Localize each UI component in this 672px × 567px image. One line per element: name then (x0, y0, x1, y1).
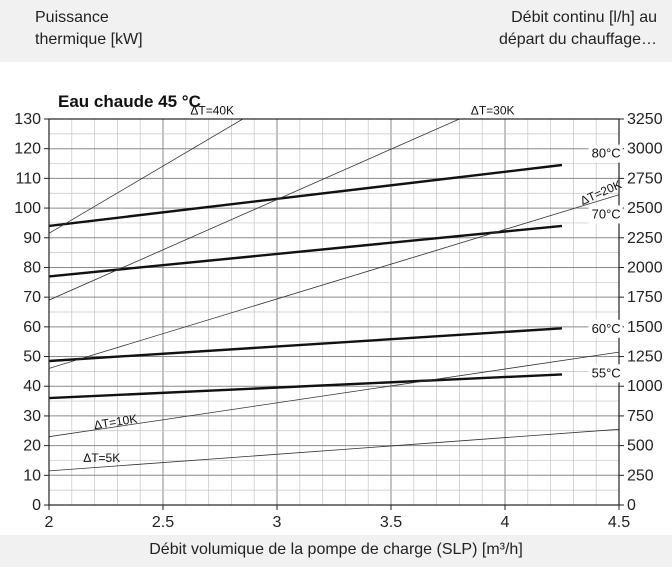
line-label-t-30k: ΔT=30K (471, 104, 515, 118)
series-line-80-c (49, 163, 563, 228)
line-label-bg-60-c (588, 319, 623, 338)
line-label-bg-55-c (588, 364, 623, 383)
chart-title: Eau chaude 45 °C (58, 92, 201, 111)
series-line-70-c (49, 224, 563, 278)
y-tick-label: 40 (23, 378, 41, 395)
series-line-60-c (49, 327, 563, 363)
y-tick-label: 20 (23, 438, 41, 455)
y-tick-label: 50 (23, 349, 41, 366)
line-label-t-10k: ΔT=10K (93, 412, 138, 433)
y-axis-title-right: Débit continu [l/h] au départ du chauffa… (499, 7, 657, 51)
y2-tick-label: 1500 (627, 319, 663, 336)
line-label-55-c: 55°C (592, 365, 621, 380)
y2-tick-label: 1750 (627, 289, 663, 306)
y2-tick-label: 1250 (627, 349, 663, 366)
y2-tick-label: 3250 (627, 111, 663, 128)
x-tick-label: 4 (501, 514, 510, 531)
line-label-bg-70-c (588, 205, 623, 224)
y-tick-label: 80 (23, 259, 41, 276)
y2-tick-label: 250 (627, 467, 654, 484)
y-tick-label: 30 (23, 408, 41, 425)
y-tick-label: 60 (23, 319, 41, 336)
y-axis-title-left-line2: thermique [kW] (35, 31, 143, 48)
y-tick-label: 100 (14, 200, 41, 217)
x-tick-label: 4.5 (608, 514, 630, 531)
series-line-t-40k (49, 119, 244, 234)
y-tick-label: 70 (23, 289, 41, 306)
series-line-t-30k (49, 119, 460, 301)
y-axis-title-right-line1: Débit continu [l/h] au (511, 9, 657, 26)
line-label-70-c: 70°C (592, 206, 621, 221)
y2-tick-label: 0 (627, 497, 636, 514)
y2-tick-label: 2000 (627, 259, 663, 276)
x-axis-title: Débit volumique de la pompe de charge (S… (149, 541, 523, 558)
y2-tick-label: 2250 (627, 230, 663, 247)
series-line-55-c (49, 373, 563, 400)
plot-frame (48, 118, 620, 506)
line-label-t-40k: ΔT=40K (190, 104, 234, 118)
x-tick-label: 3.5 (380, 514, 402, 531)
y-axis-title-left-line1: Puissance (35, 9, 109, 26)
line-label-t-5k: ΔT=5K (83, 451, 120, 465)
y-tick-label: 130 (14, 111, 41, 128)
y2-tick-label: 3000 (627, 141, 663, 158)
y-tick-label: 120 (14, 141, 41, 158)
y-tick-label: 110 (15, 170, 41, 187)
line-label-80-c: 80°C (592, 146, 621, 161)
series-line-t-10k (49, 351, 619, 438)
y-tick-label: 90 (23, 230, 41, 247)
y-tick-label: 10 (23, 467, 41, 484)
y2-tick-label: 1000 (627, 378, 663, 395)
line-label-bg-80-c (588, 144, 623, 163)
x-tick-label: 3 (273, 514, 282, 531)
x-tick-label: 2 (45, 514, 54, 531)
y-axis-title-right-line2: départ du chauffage… (498, 31, 657, 48)
x-tick-label: 2.5 (152, 514, 174, 531)
y-tick-label: 0 (32, 497, 41, 514)
series-line-t-5k (49, 428, 619, 472)
series-line-t-20k (49, 194, 619, 369)
line-label-60-c: 60°C (592, 321, 621, 336)
y-axis-title-left: Puissance thermique [kW] (35, 7, 143, 51)
y2-tick-label: 2500 (627, 200, 663, 217)
y2-tick-label: 2750 (627, 170, 663, 187)
y2-tick-label: 750 (627, 408, 654, 425)
y2-tick-label: 500 (627, 438, 654, 455)
